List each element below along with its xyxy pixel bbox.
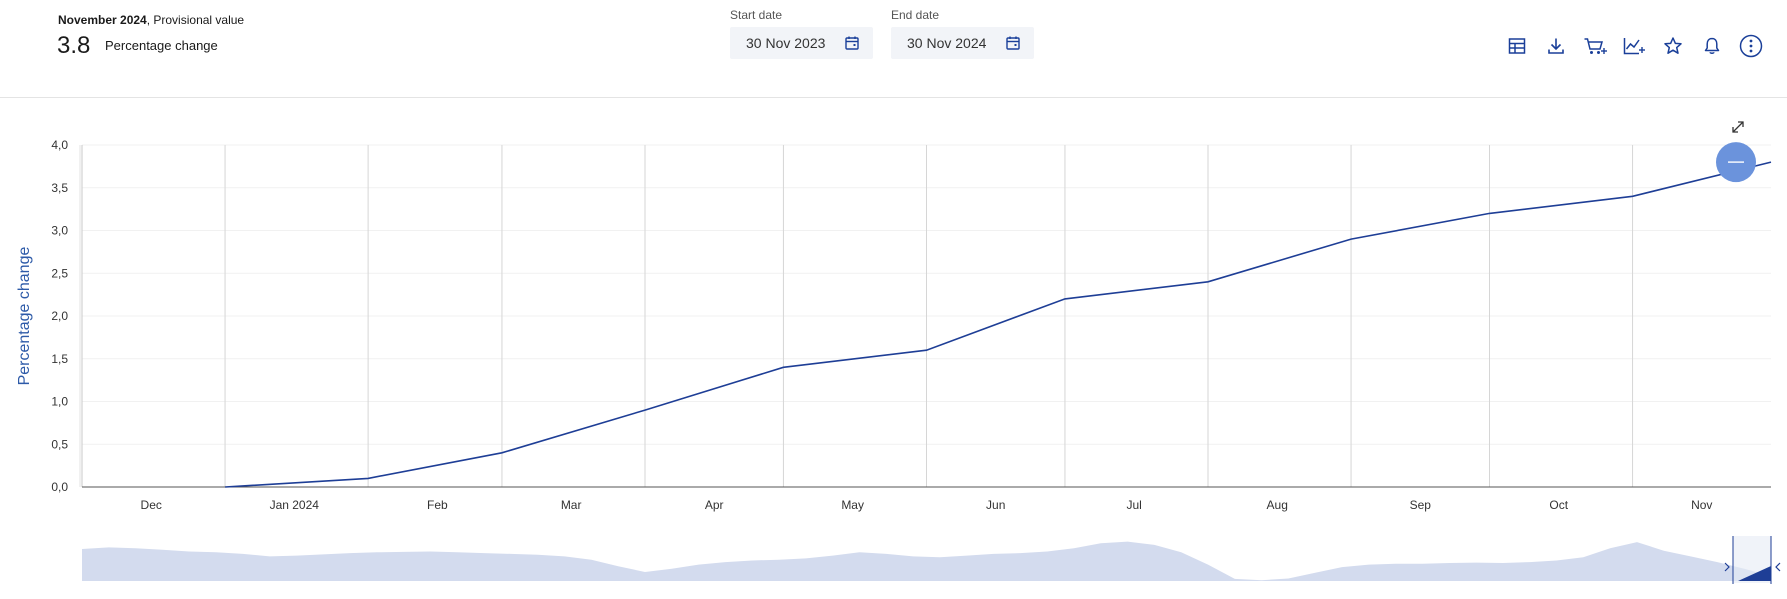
range-navigator[interactable] — [82, 536, 1781, 584]
navigator-arrow-left — [1724, 562, 1730, 572]
chart-add-icon[interactable] — [1614, 31, 1653, 61]
more-options-icon[interactable] — [1731, 31, 1770, 61]
navigator-area — [82, 541, 1771, 581]
end-date-label: End date — [891, 8, 940, 22]
start-date-value: 30 Nov 2023 — [746, 35, 826, 51]
metric-name: Percentage change — [105, 38, 218, 53]
y-tick-label: 3,5 — [51, 181, 68, 195]
x-tick-label: Feb — [427, 498, 448, 512]
series-line — [225, 161, 1772, 488]
y-axis-label: Percentage change — [16, 247, 33, 386]
cart-add-icon[interactable] — [1575, 31, 1614, 61]
y-tick-label: 2,0 — [51, 309, 68, 323]
start-date-label: Start date — [730, 8, 783, 22]
start-date-input[interactable]: 30 Nov 2023 — [730, 27, 873, 59]
y-tick-label: 1,5 — [51, 352, 68, 366]
end-date-input[interactable]: 30 Nov 2024 — [891, 27, 1034, 59]
download-icon[interactable] — [1536, 31, 1575, 61]
chart-grid — [79, 144, 1771, 488]
x-tick-label: May — [841, 498, 864, 512]
start-date-group: Start date 30 Nov 2023 — [730, 8, 873, 59]
y-tick-label: 2,5 — [51, 266, 68, 280]
x-tick-label: Oct — [1549, 498, 1568, 512]
x-tick-label: Jun — [986, 498, 1005, 512]
x-tick-label: Aug — [1267, 498, 1288, 512]
x-tick-label: Apr — [705, 498, 724, 512]
y-tick-label: 3,0 — [51, 224, 68, 238]
end-date-group: End date 30 Nov 2024 — [891, 8, 1034, 59]
y-tick-label: 0,5 — [51, 437, 68, 451]
x-tick-label: Dec — [141, 498, 162, 512]
y-tick-label: 1,0 — [51, 395, 68, 409]
period-label: November 2024, Provisional value — [58, 13, 244, 27]
fullscreen-icon[interactable] — [1729, 118, 1747, 136]
line-chart: 0,0 0,5 1,0 1,5 2,0 2,5 3,0 3,5 4,0 Dec Jan 2024 F… — [16, 118, 1781, 584]
y-tick-label: 0,0 — [51, 480, 68, 494]
end-date-value: 30 Nov 2024 — [907, 35, 987, 51]
header-bar: November 2024, Provisional value 3.8 Per… — [0, 0, 1787, 98]
x-tick-label: Jul — [1126, 498, 1141, 512]
x-tick-label: Nov — [1691, 498, 1712, 512]
period-month: November 2024 — [58, 13, 147, 27]
x-axis: Dec Jan 2024 Feb Mar Apr May Jun Jul Aug Sep Oct No… — [141, 498, 1713, 512]
x-tick-label: Jan 2024 — [270, 498, 320, 512]
x-tick-label: Sep — [1410, 498, 1432, 512]
bell-icon[interactable] — [1692, 31, 1731, 61]
period-status: , Provisional value — [146, 13, 245, 27]
star-icon[interactable] — [1653, 31, 1692, 61]
calendar-icon[interactable] — [1002, 32, 1024, 54]
y-axis: 0,0 0,5 1,0 1,5 2,0 2,5 3,0 3,5 4,0 — [51, 138, 68, 494]
toolbar — [1497, 31, 1770, 61]
calendar-icon[interactable] — [841, 32, 863, 54]
chart-series — [225, 142, 1772, 488]
y-tick-label: 4,0 — [51, 138, 68, 152]
table-icon[interactable] — [1497, 31, 1536, 61]
navigator-arrow-right — [1775, 562, 1781, 572]
x-tick-label: Mar — [561, 498, 582, 512]
navigator-selected-area — [1738, 566, 1771, 581]
current-value: 3.8 — [57, 32, 91, 59]
